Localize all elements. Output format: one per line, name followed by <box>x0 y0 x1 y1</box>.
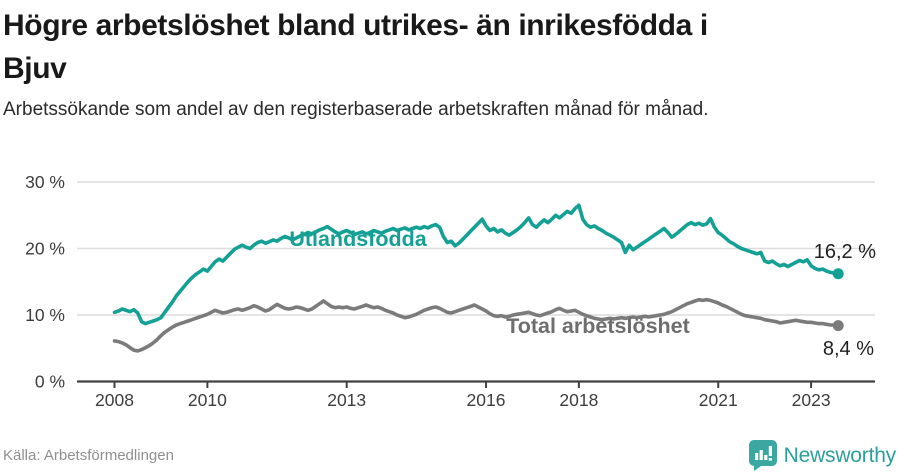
x-tick-label-2010: 2010 <box>188 390 227 410</box>
brand-logo: Newsworthy <box>748 440 897 471</box>
title-line-2: Bjuv <box>3 52 67 85</box>
y-tick-label-0: 0 % <box>35 372 65 392</box>
y-tick-label-10: 10 % <box>25 305 65 325</box>
gridlines <box>77 181 875 316</box>
x-tick-label-2008: 2008 <box>95 390 134 410</box>
x-tick-label-2021: 2021 <box>699 390 738 410</box>
x-tick-label-2016: 2016 <box>467 390 506 410</box>
source-note: Källa: Arbetsförmedlingen <box>3 447 174 464</box>
x-tick-label-2023: 2023 <box>792 390 831 410</box>
x-tick-label-2013: 2013 <box>327 390 366 410</box>
series-line-0 <box>112 203 841 326</box>
brand-name: Newsworthy <box>783 443 897 467</box>
title-line-1: Högre arbetslöshet bland utrikes- än inr… <box>3 9 708 42</box>
bar-chart-badge-icon <box>748 440 777 471</box>
series-lines <box>112 203 844 353</box>
x-tick-label-2018: 2018 <box>559 390 598 410</box>
tick-labels: 0 % 10 % 20 % 30 % 2008 2010 2013 2016 2018 2021 2… <box>25 172 830 410</box>
x-axis <box>77 380 875 388</box>
series-label-utlandsfodda: Utlandsfödda <box>289 227 427 251</box>
page-title: Högre arbetslöshet bland utrikes- än inr… <box>3 4 897 90</box>
y-tick-label-30: 30 % <box>25 172 65 192</box>
series-end-dot-1 <box>832 320 844 332</box>
series-label-total-arbetsloshet: Total arbetslöshet <box>506 314 690 338</box>
chart-subtitle: Arbetssökande som andel av den registerb… <box>3 99 709 120</box>
end-value-label-total: 8,4 % <box>823 338 874 360</box>
series-end-dot-0 <box>832 268 844 280</box>
line-chart: 0 % 10 % 20 % 30 % 2008 2010 2013 2016 2018 2021 2… <box>25 172 876 410</box>
series-line-1 <box>112 297 841 353</box>
y-tick-label-20: 20 % <box>25 239 65 259</box>
end-value-label-utlandsfodda: 16,2 % <box>814 241 876 263</box>
